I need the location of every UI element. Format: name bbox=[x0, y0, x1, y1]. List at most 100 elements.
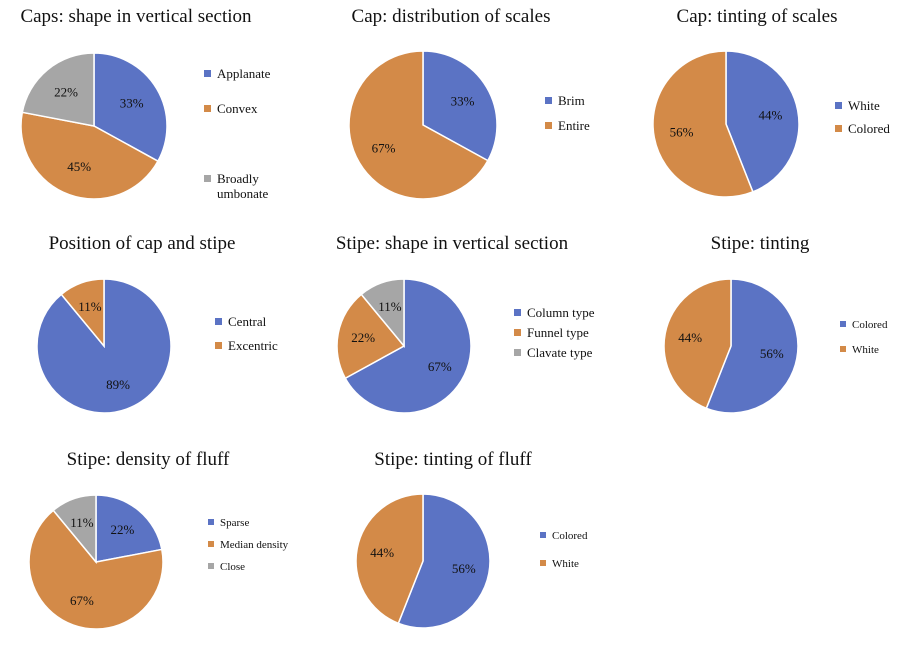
legend-label: White bbox=[848, 98, 880, 113]
chart-title: Stipe: tinting of fluff bbox=[374, 449, 532, 470]
legend-swatch bbox=[215, 318, 222, 325]
slice-percent-label: 67% bbox=[428, 359, 452, 374]
pie-slice-close bbox=[52, 494, 97, 565]
legend-item-colored: Colored bbox=[835, 121, 890, 136]
pie-slice-convex bbox=[20, 111, 159, 200]
pie-slice-white bbox=[355, 493, 424, 625]
chart-title: Stipe: shape in vertical section bbox=[335, 233, 569, 254]
legend-swatch bbox=[204, 175, 211, 182]
legend-label: White bbox=[552, 558, 579, 570]
pie-slice-median-density bbox=[28, 509, 164, 630]
slice-percent-label: 33% bbox=[120, 96, 144, 111]
legend-label: Applanate bbox=[217, 66, 271, 81]
legend-item-white: White bbox=[840, 343, 879, 358]
slice-percent-label: 22% bbox=[54, 84, 78, 99]
slice-percent-label: 89% bbox=[106, 377, 130, 392]
legend-swatch bbox=[208, 541, 214, 547]
slice-percent-label: 44% bbox=[678, 330, 702, 345]
slice-percent-label: 33% bbox=[451, 94, 475, 109]
pie-slice-clavate-type bbox=[360, 278, 405, 349]
legend-swatch bbox=[540, 532, 546, 538]
pie: 67% 22% 11% bbox=[336, 278, 472, 414]
legend-label: Median density bbox=[220, 539, 289, 551]
pie-slice-colored bbox=[652, 50, 754, 198]
chart-title: Cap: distribution of scales bbox=[351, 6, 551, 27]
pie: 44% 56% bbox=[652, 50, 800, 198]
legend-swatch bbox=[545, 97, 552, 104]
pie-slice-white bbox=[663, 278, 732, 410]
legend-label: Colored bbox=[848, 121, 890, 136]
legend-swatch bbox=[840, 346, 846, 352]
slice-percent-label: 56% bbox=[452, 561, 476, 576]
pie-slice-column-type bbox=[344, 278, 472, 414]
legend-swatch bbox=[835, 102, 842, 109]
pie: 56% 44% bbox=[355, 493, 491, 629]
pie: 56% 44% bbox=[663, 278, 799, 414]
legend-swatch bbox=[835, 125, 842, 132]
legend-label: Close bbox=[220, 561, 246, 573]
legend-item-clavate-type: Clavate type bbox=[514, 345, 592, 360]
legend-swatch bbox=[204, 105, 211, 112]
legend-label: Clavate type bbox=[527, 345, 593, 360]
legend-label: Sparse bbox=[220, 517, 250, 529]
legend-swatch bbox=[208, 563, 214, 569]
pie-slice-funnel-type bbox=[336, 293, 406, 380]
legend-label: White bbox=[852, 344, 879, 356]
legend-item-median-density: Median density bbox=[208, 538, 288, 553]
legend-label-line: umbonate bbox=[217, 186, 269, 201]
legend-label: Convex bbox=[217, 101, 258, 116]
chart-title: Caps: shape in vertical section bbox=[20, 6, 252, 27]
pie-slice-colored bbox=[397, 493, 491, 629]
slice-percent-label: 67% bbox=[70, 593, 94, 608]
legend-item-excentric: Excentric bbox=[215, 338, 278, 353]
slice-percent-label: 22% bbox=[111, 522, 135, 537]
legend-item-white: White bbox=[835, 98, 880, 113]
legend-label: Brim bbox=[558, 93, 585, 108]
legend-label: Entire bbox=[558, 118, 590, 133]
legend-swatch bbox=[540, 560, 546, 566]
chart-title: Cap: tinting of scales bbox=[676, 6, 838, 27]
legend-swatch bbox=[215, 342, 222, 349]
slice-percent-label: 45% bbox=[67, 159, 91, 174]
legend-item-colored: Colored bbox=[540, 529, 587, 544]
slice-percent-label: 11% bbox=[70, 515, 94, 530]
legend-label: Colored bbox=[852, 319, 888, 331]
legend-item-close: Close bbox=[208, 560, 245, 575]
slice-percent-label: 22% bbox=[351, 330, 375, 345]
legend-swatch bbox=[208, 519, 214, 525]
pie-slice-sparse bbox=[95, 494, 163, 563]
slice-percent-label: 44% bbox=[759, 108, 783, 123]
legend-item-column-type: Column type bbox=[514, 305, 595, 320]
chart-title: Position of cap and stipe bbox=[48, 233, 236, 254]
pie: 33% 67% bbox=[348, 50, 498, 200]
legend-swatch bbox=[204, 70, 211, 77]
legend-swatch bbox=[840, 321, 846, 327]
legend-item-entire: Entire bbox=[545, 118, 590, 133]
chart-title: Stipe: density of fluff bbox=[66, 449, 230, 470]
chart-title: Stipe: tinting bbox=[710, 233, 810, 254]
pie-slice-white bbox=[725, 50, 800, 193]
legend-label: Excentric bbox=[228, 338, 278, 353]
slice-percent-label: 11% bbox=[78, 299, 102, 314]
slice-percent-label: 67% bbox=[372, 140, 396, 155]
legend-item-applanate: Applanate bbox=[204, 66, 270, 81]
legend-label: Colored bbox=[552, 530, 588, 542]
legend-item-central: Central bbox=[215, 314, 266, 329]
pie: 89% 11% bbox=[36, 278, 172, 414]
pie: 33% 45% 22% bbox=[20, 52, 168, 200]
pie-slice-brim bbox=[422, 50, 498, 162]
legend-item-white: White bbox=[540, 557, 579, 572]
slice-percent-label: 44% bbox=[370, 545, 394, 560]
legend-item-colored: Colored bbox=[840, 318, 887, 333]
legend-item-convex: Convex bbox=[204, 101, 257, 116]
legend-item-funnel-type: Funnel type bbox=[514, 325, 589, 340]
legend-label: Funnel type bbox=[527, 325, 589, 340]
legend-label: Central bbox=[228, 314, 267, 329]
pie-slice-excentric bbox=[60, 278, 105, 349]
legend-item-broadly-umbonate: Broadly umbonate bbox=[204, 171, 268, 201]
legend-label: Column type bbox=[527, 305, 595, 320]
legend-item-brim: Brim bbox=[545, 93, 585, 108]
legend-swatch bbox=[514, 349, 521, 356]
legend-swatch bbox=[545, 122, 552, 129]
legend-swatch bbox=[514, 309, 521, 316]
